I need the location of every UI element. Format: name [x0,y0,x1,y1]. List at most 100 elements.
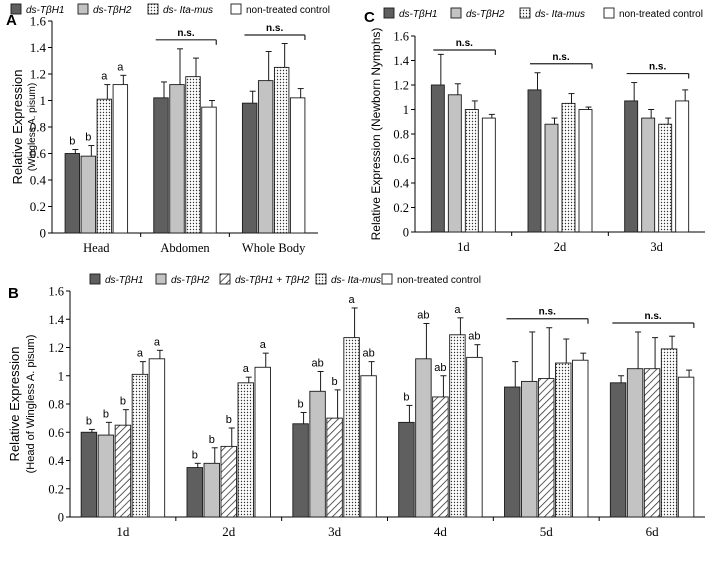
x-category-label: 3d [650,240,663,254]
y-axis-sublabel: (Wingless A. pisum) [27,83,38,171]
bar [343,337,360,518]
bar [430,84,445,233]
legend-label: ds- Ita-mus [163,5,213,16]
significance-letter: ab [311,358,323,370]
bar [201,106,217,234]
bar [415,358,432,518]
significance-letter: b [403,391,409,403]
ns-label: n.s. [552,52,569,63]
bar [220,445,237,518]
bar [538,378,555,518]
significance-letter: b [332,376,338,388]
bar [114,424,132,518]
y-tick-label: 1.6 [48,285,64,299]
legend-label: ds-TβH1 + TβH2 [235,275,310,286]
bar [360,375,377,518]
x-category-label: Whole Body [242,241,306,255]
legend-swatch [77,3,89,15]
legend-label: ds-TβH1 [105,275,144,286]
legend-label: non-treated control [619,9,703,20]
y-tick-label: 0.4 [48,454,64,468]
significance-letter: b [226,414,232,426]
panel-label-a: A [6,12,17,29]
bar [309,390,326,518]
y-tick-label: 0 [40,226,47,241]
significance-letter: a [243,363,250,375]
significance-letter: ab [468,331,480,343]
bar [254,366,271,518]
panel-label-c: C [364,9,375,26]
x-category-label: 6d [646,524,660,539]
bar [527,89,542,233]
y-tick-label: 0.8 [48,398,64,412]
significance-letter: b [85,132,91,144]
bar [97,434,115,518]
bar [148,358,166,518]
significance-letter: a [260,339,267,351]
bar [326,417,343,518]
y-tick-label: 1.6 [393,30,409,44]
bar [273,66,290,234]
ns-label: n.s. [456,38,473,49]
bar [677,376,695,518]
y-axis-label: Relative Expression (Newborn Nymphs) [369,28,383,241]
significance-letter: a [454,304,461,316]
y-tick-label: 0 [403,226,409,240]
bar [624,100,639,233]
y-tick-label: 1.6 [30,14,47,29]
legend-label: ds-TβH2 [93,5,132,16]
legend-label: ds-TβH2 [466,9,505,20]
bar [572,359,589,518]
bar [241,102,258,234]
ns-label: n.s. [177,28,194,39]
y-tick-label: 0.4 [393,177,409,191]
y-tick-label: 0.8 [30,120,46,135]
y-tick-label: 0.6 [393,152,409,166]
bar [96,98,113,234]
y-tick-label: 0.2 [30,199,46,214]
y-tick-label: 1 [403,103,409,117]
significance-letter: b [298,398,304,410]
significance-letter: b [86,415,92,427]
ns-label: n.s. [266,23,283,34]
y-tick-label: 1.2 [30,67,46,82]
bar [675,100,690,233]
significance-letter: ab [417,309,429,321]
x-category-label: 5d [540,524,554,539]
bar [169,84,185,234]
panel-label-b: B [8,285,19,302]
significance-letter: b [69,136,75,148]
bar [185,76,201,234]
bar [153,97,169,234]
significance-letter: ab [434,362,446,374]
bar [504,386,521,518]
ns-label: n.s. [649,62,666,73]
y-tick-label: 1.4 [48,313,64,327]
y-tick-label: 1.4 [30,40,47,55]
y-tick-label: 0.4 [30,173,47,188]
y-tick-label: 1 [58,369,64,383]
legend-swatch [219,273,231,285]
bar [80,155,97,234]
bar [555,362,572,518]
y-tick-label: 0.6 [30,146,47,161]
bar [609,382,627,518]
bar [466,356,483,518]
significance-letter: a [137,348,144,360]
x-category-label: 1d [116,524,130,539]
significance-letter: b [120,396,126,408]
legend-label: non-treated control [397,275,481,286]
significance-letter: a [101,71,108,83]
legend-label: ds- Ita-mus [331,275,381,286]
significance-letter: ab [362,348,374,360]
y-tick-label: 0.2 [48,482,64,496]
bar [641,117,656,233]
legend-swatch [155,273,167,285]
x-category-label: 3d [328,524,342,539]
y-axis-sublabel: (Head of Wingless A. pisum) [25,335,37,474]
legend-swatch [89,273,101,285]
bar [64,153,81,234]
x-category-label: 2d [222,524,236,539]
bar [237,382,254,518]
legend-label: ds-TβH1 [399,9,438,20]
